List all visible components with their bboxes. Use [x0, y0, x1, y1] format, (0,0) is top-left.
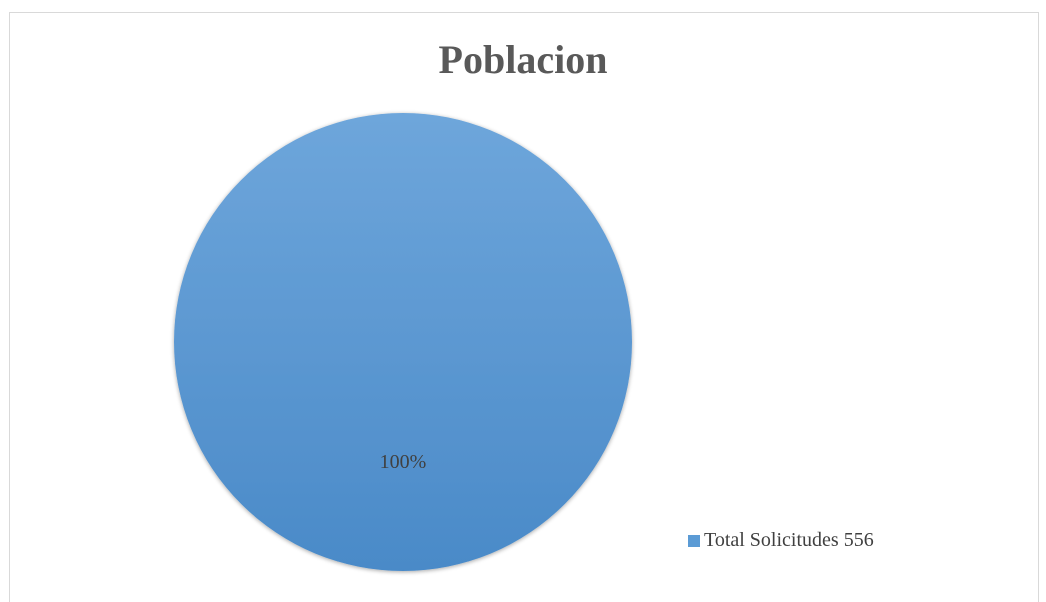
legend-swatch	[688, 534, 700, 547]
chart-title: Poblacion	[438, 37, 608, 82]
legend-entry-label: Total Solicitudes 556	[704, 529, 874, 551]
pie-data-labels: 100%	[380, 451, 427, 473]
legend: Total Solicitudes 556	[688, 529, 874, 552]
pie-data-label: 100%	[380, 451, 427, 473]
pie-slices	[174, 113, 632, 571]
chart-frame	[9, 12, 1039, 602]
pie-slice	[174, 113, 632, 571]
